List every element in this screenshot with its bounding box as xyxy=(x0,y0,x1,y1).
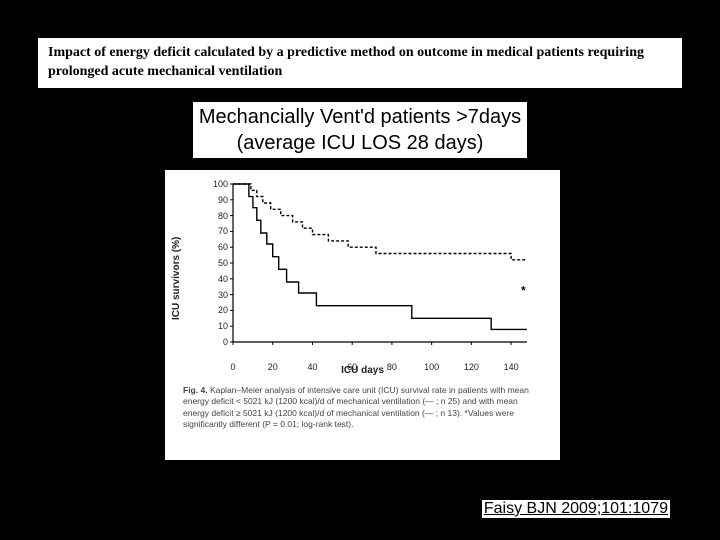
y-tick-label: 100 xyxy=(213,179,228,189)
y-tick-label: 50 xyxy=(218,258,228,268)
y-tick-label: 80 xyxy=(218,211,228,221)
y-tick-label: 60 xyxy=(218,242,228,252)
significance-star: * xyxy=(521,284,526,298)
y-tick-label: 30 xyxy=(218,290,228,300)
subtitle-line-1: Mechancially Vent'd patients >7days xyxy=(199,106,521,128)
figure-caption-label: Fig. 4. xyxy=(183,385,208,395)
y-axis-label: ICU survivors (%) xyxy=(171,237,182,320)
citation-text: Faisy BJN 2009;101:1079 xyxy=(482,500,670,518)
chart-plot-area: * 01020304050607080901000204060801001201… xyxy=(215,178,535,358)
y-tick-label: 20 xyxy=(218,305,228,315)
x-axis-label: ICU days xyxy=(165,365,560,376)
y-tick-label: 0 xyxy=(223,337,228,347)
y-tick-label: 10 xyxy=(218,321,228,331)
paper-title: Impact of energy deficit calculated by a… xyxy=(48,45,644,79)
figure-panel: ICU survivors (%) * 0 10 20 30 40 50 60 70 80 90 1… xyxy=(165,170,560,460)
slide-subtitle: Mechancially Vent'd patients >7days (ave… xyxy=(0,102,720,158)
figure-caption: Fig. 4. Kaplan–Meier analysis of intensi… xyxy=(183,385,542,431)
figure-caption-text: Kaplan–Meier analysis of intensive care … xyxy=(183,385,529,429)
y-tick-label: 40 xyxy=(218,274,228,284)
paper-title-box: Impact of energy deficit calculated by a… xyxy=(38,38,682,88)
series-high-deficit xyxy=(233,184,527,329)
y-tick-label: 70 xyxy=(218,226,228,236)
series-low-deficit xyxy=(233,184,527,260)
subtitle-line-2: (average ICU LOS 28 days) xyxy=(237,132,484,154)
y-tick-label: 90 xyxy=(218,195,228,205)
kaplan-meier-chart: * xyxy=(215,178,535,358)
